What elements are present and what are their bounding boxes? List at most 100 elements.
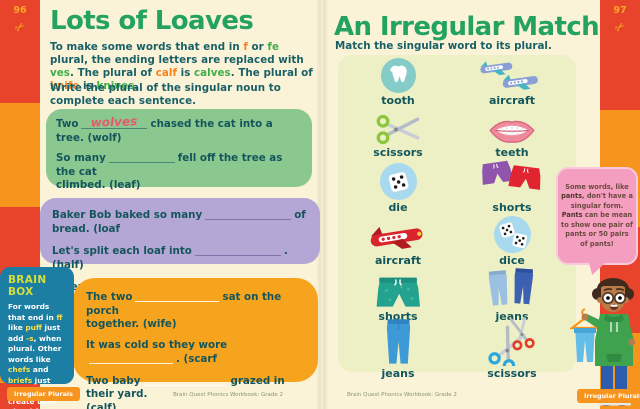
match-label: tooth bbox=[381, 94, 415, 107]
sentence-text: fell off the tree as the cat bbox=[56, 152, 283, 178]
red-airplane-icon bbox=[370, 226, 423, 249]
match-item-jeans-singular: jeans bbox=[346, 317, 450, 379]
intro-paragraph: To make some words that end in f or fe p… bbox=[50, 41, 314, 93]
left-page-corner: 96 ✂ bbox=[0, 5, 40, 36]
sentence: Baker Bob baked so many of bread. (loaf bbox=[52, 208, 308, 236]
stripe-block bbox=[600, 0, 640, 110]
answer-blank bbox=[205, 208, 292, 220]
instruction-paragraph: Write the plural of the singular noun to… bbox=[50, 82, 281, 107]
highlight-calf: calf bbox=[155, 67, 177, 79]
highlight-knives: knives bbox=[96, 80, 135, 92]
match-item-scissors-plural: scissors bbox=[452, 314, 572, 379]
match-label: aircraft bbox=[488, 94, 536, 107]
sentence: It was cold so they wore . (scarf bbox=[86, 339, 305, 367]
sentence: Let's split each loaf into. (half) bbox=[52, 244, 308, 272]
bubble-text: , don't have a singular form. bbox=[570, 192, 633, 210]
brain-box: BRAIN BOX For words that end in ff like … bbox=[0, 267, 74, 409]
answer-blank bbox=[135, 290, 220, 302]
section-tab-right: Irregular Plurals bbox=[577, 389, 640, 403]
sentence-text: chased the cat into a tree. (wolf) bbox=[56, 118, 273, 144]
brain-box-text: , when plural. Other words like bbox=[8, 333, 62, 364]
sentence-text: . (scarf bbox=[176, 353, 217, 365]
sentence-text: Two bbox=[56, 118, 79, 130]
highlight-pants: Pants bbox=[561, 211, 583, 220]
match-item-jeans-plural: jeans bbox=[452, 266, 572, 322]
sentence: Two baby grazed in their yard. (calf) bbox=[86, 374, 305, 409]
highlight-briefs: briefs bbox=[8, 375, 33, 385]
intro-text: . The plural of bbox=[230, 67, 313, 79]
highlight-chefs: chefs bbox=[8, 365, 31, 375]
intro-text: . bbox=[134, 80, 139, 92]
sentence-text: grazed in their yard. bbox=[86, 374, 285, 401]
intro-text: is bbox=[176, 67, 195, 79]
match-label: scissors bbox=[487, 367, 537, 380]
sentence-text: So many bbox=[56, 152, 106, 164]
brain-box-text: For words that end in bbox=[8, 302, 57, 322]
left-page-title: Lots of Loaves bbox=[50, 6, 254, 36]
right-page-subtitle: Match the singular word to its plural. bbox=[335, 40, 552, 52]
intro-text: . The plural of bbox=[69, 67, 156, 79]
sentence-text: It was cold so they wore bbox=[86, 338, 228, 351]
match-item-dice: dice bbox=[452, 212, 572, 266]
sentence-text: together. (wife) bbox=[86, 318, 177, 330]
right-page-title: An Irregular Match bbox=[334, 12, 600, 42]
match-item-shorts-plural: shorts bbox=[452, 155, 572, 213]
match-label: jeans bbox=[381, 367, 415, 380]
two-dice-icon bbox=[493, 216, 531, 253]
match-label: aircraft bbox=[374, 254, 422, 267]
sentence-text: of bread. (loaf bbox=[52, 209, 306, 235]
highlight-puff: puff bbox=[25, 323, 42, 333]
match-label: teeth bbox=[495, 146, 529, 159]
green-scissors-icon bbox=[376, 114, 420, 145]
handwritten-answer: wolves bbox=[90, 113, 138, 130]
sentence-text: Baker Bob baked so many bbox=[52, 209, 203, 221]
match-item-scissors-singular: scissors bbox=[346, 110, 450, 158]
sentence: Two wolves chased the cat into a tree. (wo… bbox=[56, 113, 302, 145]
page-spine bbox=[316, 0, 328, 409]
purple-and-red-shorts-icon bbox=[482, 160, 541, 190]
match-item-teeth: teeth bbox=[452, 112, 572, 158]
brain-box-text: and bbox=[30, 365, 49, 375]
answer-blank bbox=[194, 244, 281, 256]
sentence-text: (calf) bbox=[86, 401, 117, 409]
answer-blank bbox=[108, 151, 175, 163]
intro-text: is bbox=[79, 80, 97, 92]
brain-box-title: BRAIN BOX bbox=[8, 274, 47, 298]
sentence-text: The two bbox=[86, 291, 133, 303]
two-pairs-of-jeans-icon bbox=[488, 268, 534, 306]
highlight-knife: knife bbox=[50, 80, 80, 92]
brain-box-text: just add bbox=[8, 323, 61, 343]
sentence: The two sat on the porch together. (wife) bbox=[86, 290, 305, 332]
highlight-f: f bbox=[243, 41, 248, 53]
purple-sentence-box: Baker Bob baked so many of bread. (loaf L… bbox=[40, 198, 320, 307]
highlight-calves: calves bbox=[194, 67, 231, 79]
match-label: die bbox=[388, 201, 408, 214]
smiling-mouth-icon bbox=[489, 120, 535, 143]
stripe-block bbox=[0, 0, 40, 103]
book-footer-right: Brain Quest Phonics Workbook: Grade 2 bbox=[347, 392, 457, 398]
bubble-text: Some words, like bbox=[565, 182, 629, 191]
bubble-text: can be mean to show one pair of pants or… bbox=[561, 211, 633, 248]
match-item-shorts-singular: shorts bbox=[346, 264, 450, 322]
two-blue-airplanes-icon bbox=[480, 61, 538, 90]
sentence-text: Two baby bbox=[86, 374, 141, 387]
speech-bubble-text: Some words, like pants, don't have a sin… bbox=[561, 183, 633, 250]
match-item-aircraft-plural: aircraft bbox=[452, 56, 572, 106]
tooth-icon bbox=[380, 58, 416, 93]
green-sentence-box: Two wolves chased the cat into a tree. (wo… bbox=[46, 109, 312, 225]
match-item-aircraft-singular: aircraft bbox=[346, 214, 450, 266]
intro-text: plural, the ending letters are replaced … bbox=[50, 54, 304, 66]
sentence-text: Let's split each loaf into bbox=[52, 245, 192, 257]
intro-text: or bbox=[247, 41, 268, 53]
highlight-ves: ves bbox=[50, 67, 70, 79]
scissors-icon: ✂ bbox=[611, 18, 629, 36]
page-number-left: 96 bbox=[13, 5, 27, 16]
highlight-ff: ff bbox=[56, 312, 63, 322]
sentence-text: climbed. (leaf) bbox=[56, 179, 141, 191]
single-die-icon bbox=[379, 163, 417, 200]
blue-jeans-icon bbox=[386, 319, 410, 364]
match-label: dice bbox=[499, 254, 525, 267]
match-label: scissors bbox=[373, 146, 423, 159]
right-page-corner: 97 ✂ bbox=[600, 5, 640, 36]
answer-blank bbox=[143, 374, 228, 386]
